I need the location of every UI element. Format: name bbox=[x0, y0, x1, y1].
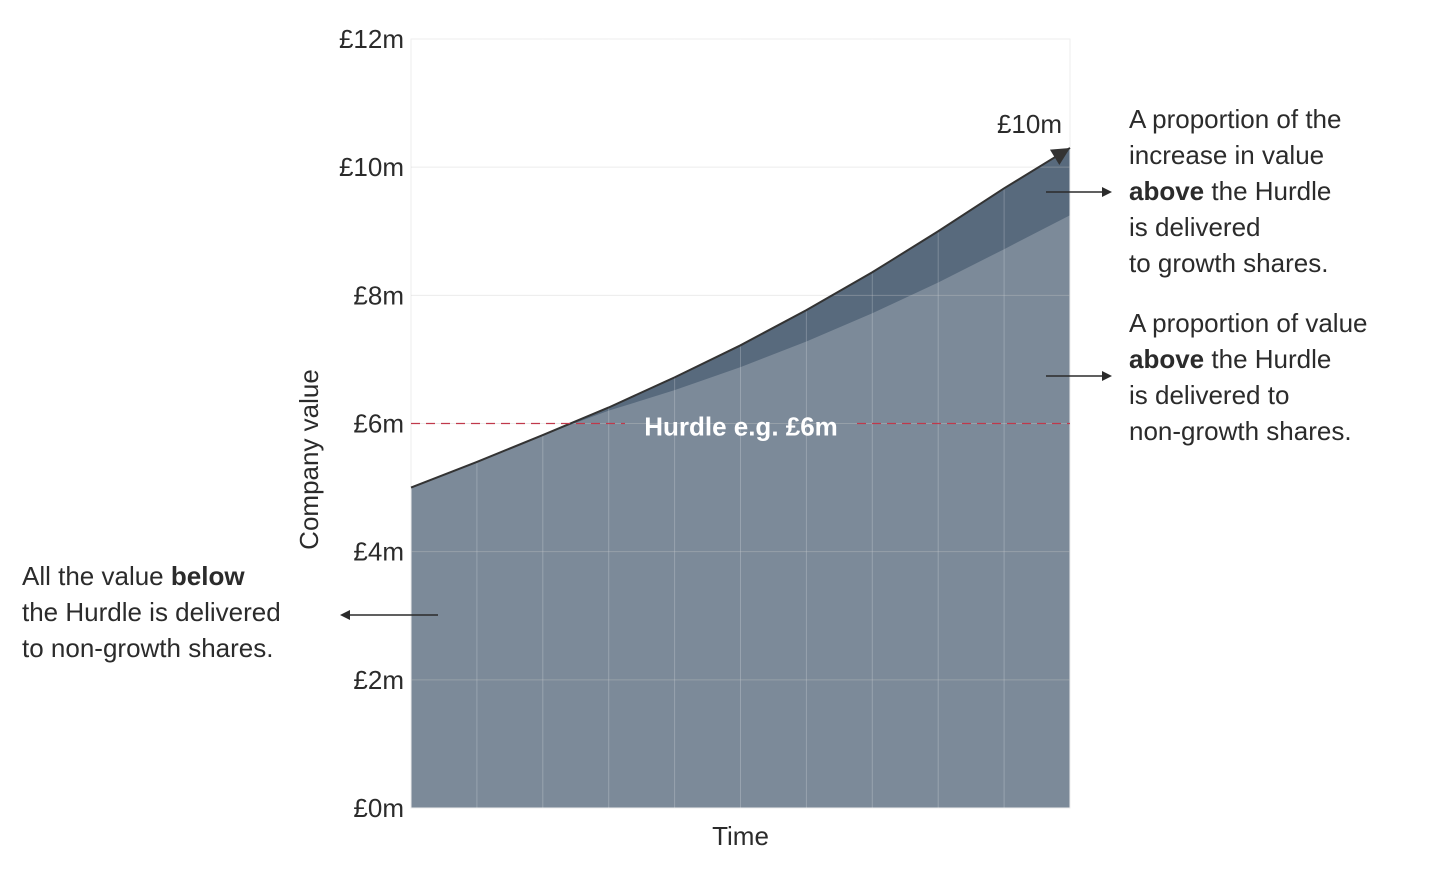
below-note-line-1: All the value below bbox=[22, 558, 281, 594]
y-tick-label: £10m bbox=[339, 152, 404, 182]
curve-arrowhead bbox=[1049, 147, 1070, 166]
company-value-curve bbox=[410, 147, 1071, 489]
growth-shares-note: A proportion of the increase in value ab… bbox=[1129, 101, 1341, 281]
below-note-line-1-pre: All the value bbox=[22, 561, 171, 591]
growth-note-line-1: A proportion of the bbox=[1129, 104, 1342, 134]
x-axis-title: Time bbox=[712, 821, 769, 851]
y-tick-label: £8m bbox=[353, 280, 404, 310]
non-growth-above-bold: above bbox=[1129, 344, 1205, 374]
non-growth-area bbox=[411, 215, 1070, 808]
growth-note-line-3-rest: the Hurdle bbox=[1204, 176, 1332, 206]
non-growth-above-line-2: above the Hurdle bbox=[1129, 341, 1368, 377]
growth-note-bold: above bbox=[1129, 176, 1205, 206]
hurdle-label: Hurdle e.g. £6m bbox=[644, 412, 838, 442]
growth-note-line-2: increase in value bbox=[1129, 140, 1325, 170]
growth-note-line-3: above the Hurdle bbox=[1129, 173, 1341, 209]
y-tick-label: £6m bbox=[353, 409, 404, 439]
y-tick-label: £0m bbox=[353, 793, 404, 823]
non-growth-above-line-1: A proportion of value bbox=[1129, 308, 1368, 338]
growth-note-line-4: is delivered bbox=[1129, 212, 1261, 242]
below-hurdle-note: All the value below the Hurdle is delive… bbox=[22, 558, 281, 666]
y-axis-title: Company value bbox=[294, 369, 324, 550]
non-growth-above-note: A proportion of value above the Hurdle i… bbox=[1129, 305, 1368, 449]
non-growth-above-line-4: non-growth shares. bbox=[1129, 416, 1352, 446]
end-value-label: £10m bbox=[997, 109, 1062, 139]
y-tick-label: £4m bbox=[353, 537, 404, 567]
non-growth-above-line-3: is delivered to bbox=[1129, 380, 1290, 410]
below-note-bold: below bbox=[170, 561, 245, 591]
below-note-line-3: to non-growth shares. bbox=[22, 633, 274, 663]
growth-note-line-5: to growth shares. bbox=[1129, 248, 1329, 278]
y-tick-label: £12m bbox=[339, 24, 404, 54]
non-growth-above-line-2-rest: the Hurdle bbox=[1204, 344, 1332, 374]
below-note-line-2: the Hurdle is delivered bbox=[22, 597, 281, 627]
y-tick-label: £2m bbox=[353, 665, 404, 695]
